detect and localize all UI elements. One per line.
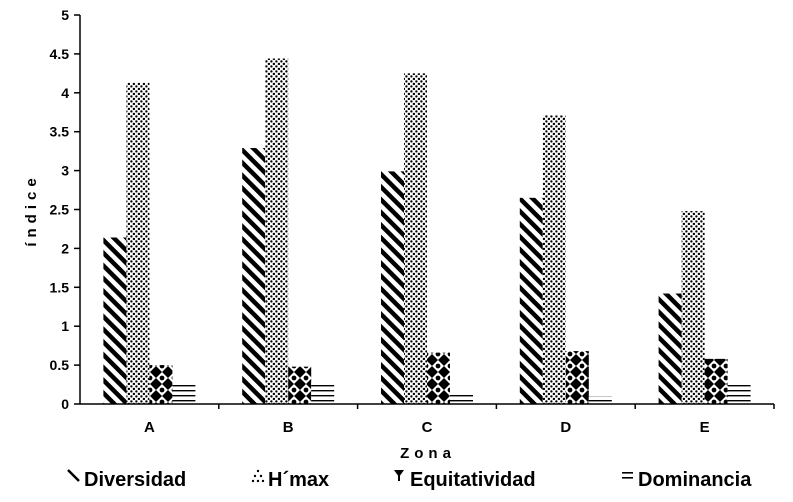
legend-swatch-diamond xyxy=(394,470,404,477)
bar-diversidad-a xyxy=(103,237,127,404)
bar-h-max-b xyxy=(265,58,289,405)
x-tick-label: A xyxy=(144,419,155,436)
y-tick-label: 2 xyxy=(61,240,69,256)
bar-equitatividad-a xyxy=(149,365,173,404)
legend-swatch-horizontal xyxy=(622,472,633,479)
legend-item-h-max: H´max xyxy=(251,469,329,491)
bar-h-max-d xyxy=(542,115,566,404)
y-tick-label: 1 xyxy=(61,318,69,334)
x-tick-label: E xyxy=(700,419,710,436)
x-tick-label: C xyxy=(422,419,433,436)
bar-equitatividad-e xyxy=(704,358,728,404)
bar-dominancia-e xyxy=(727,382,751,404)
y-tick-label: 2.5 xyxy=(50,202,70,218)
y-axis-ticks: 0 0.5 1 1.5 2 2.5 3 3.5 4 4.5 5 xyxy=(50,7,80,412)
y-tick-label: 4 xyxy=(61,85,69,101)
bar-h-max-e xyxy=(681,211,705,404)
bar-h-max-a xyxy=(126,82,150,404)
legend-label: Diversidad xyxy=(84,469,186,491)
legend-swatch-dots xyxy=(251,469,265,483)
bar-diversidad-c xyxy=(381,171,404,404)
bar-diversidad-d xyxy=(519,197,543,404)
bar-diversidad-e xyxy=(658,293,682,404)
y-tick-label: 5 xyxy=(61,7,69,23)
y-tick-label: 4.5 xyxy=(50,46,70,62)
x-tick-label: D xyxy=(560,419,571,436)
legend-item-equitatividad: Equitatividad xyxy=(394,469,536,491)
bar-equitatividad-c xyxy=(427,352,450,404)
legend-item-dominancia: Dominancia xyxy=(622,469,752,491)
y-tick-label: 0 xyxy=(61,396,69,412)
bar-dominancia-b xyxy=(311,382,335,404)
x-tick-label: B xyxy=(283,419,294,436)
legend-label: H´max xyxy=(268,469,329,491)
y-tick-label: 3.5 xyxy=(50,124,70,140)
legend: Diversidad H´max Equitatividad Dominancia xyxy=(67,469,752,491)
legend-swatch-diagonal xyxy=(67,469,80,482)
bar-equitatividad-b xyxy=(288,366,312,404)
y-tick-label: 3 xyxy=(61,163,69,179)
bar-dominancia-a xyxy=(172,382,196,404)
axes xyxy=(79,15,774,405)
y-axis-title: índice xyxy=(23,173,40,246)
legend-label: Dominancia xyxy=(638,469,752,491)
legend-item-diversidad: Diversidad xyxy=(67,469,186,491)
y-tick-label: 1.5 xyxy=(50,279,70,295)
x-axis-title: Zona xyxy=(400,445,456,462)
bar-diversidad-b xyxy=(242,148,266,404)
x-axis-categories: A B C D E xyxy=(144,404,775,436)
legend-label: Equitatividad xyxy=(410,469,536,491)
y-tick-label: 0.5 xyxy=(50,357,70,373)
bar-dominancia-d xyxy=(588,396,612,404)
bars xyxy=(103,58,751,405)
bar-equitatividad-d xyxy=(565,351,589,404)
bar-h-max-c xyxy=(404,73,427,404)
bar-dominancia-c xyxy=(450,394,473,404)
